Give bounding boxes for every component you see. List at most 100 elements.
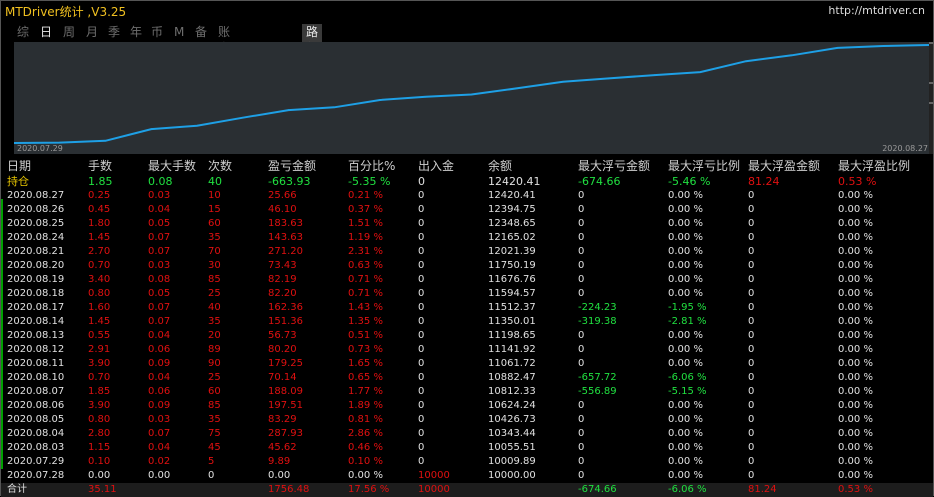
cell-pnl: 183.63 xyxy=(268,218,303,229)
cell-balance: 11198.65 xyxy=(488,330,536,341)
table-row[interactable]: 2020.08.12 2.91 0.06 89 80.20 0.73 % 0 11141.92… xyxy=(1,343,933,357)
cell-percent: 2.31 % xyxy=(348,246,383,257)
equity-point-2020.07.28 xyxy=(13,142,15,144)
cell-max-float-profit-pct: 0.00 % xyxy=(838,428,873,439)
cell-max-lots: 0.08 xyxy=(148,274,171,285)
cell-pnl: 162.36 xyxy=(268,302,303,313)
equity-point-2020.08.04 xyxy=(150,128,153,130)
cell-date: 2020.08.13 xyxy=(7,330,65,341)
table-row[interactable]: 2020.08.25 1.80 0.05 60 183.63 1.51 % 0 12348.6… xyxy=(1,217,933,231)
cell-pnl: 83.29 xyxy=(268,414,297,425)
equity-point-2020.08.21 xyxy=(745,60,747,62)
table-row[interactable]: 2020.08.13 0.55 0.04 20 56.73 0.51 % 0 11198.65… xyxy=(1,329,933,343)
table-row[interactable]: 2020.08.14 1.45 0.07 35 151.36 1.35 % 0 11350.0… xyxy=(1,315,933,329)
table-row[interactable]: 2020.08.04 2.80 0.07 75 287.93 2.86 % 0 10343.4… xyxy=(1,427,933,441)
cell-max-lots: 0.07 xyxy=(148,428,171,439)
table-row[interactable]: 2020.07.29 0.10 0.02 5 9.89 0.10 % 0 10009.89 0 0… xyxy=(1,455,933,469)
header-max-float-profit-pct[interactable]: 最大浮盈比例 xyxy=(838,159,911,173)
table-row[interactable]: 2020.08.11 3.90 0.09 90 179.25 1.65 % 0 11061.7… xyxy=(1,357,933,371)
cell-count: 25 xyxy=(208,288,221,299)
header-pnl[interactable]: 盈亏金额 xyxy=(268,159,317,173)
table-row[interactable]: 2020.08.20 0.70 0.03 30 73.43 0.63 % 0 11750.19… xyxy=(1,259,933,273)
website-link[interactable]: http://mtdriver.cn xyxy=(828,4,925,17)
cell-date: 2020.08.03 xyxy=(7,442,65,453)
table-row[interactable]: 2020.08.06 3.90 0.09 85 197.51 1.89 % 0 10624.2… xyxy=(1,399,933,413)
table-row[interactable]: 2020.08.18 0.80 0.05 25 82.20 0.71 % 0 11594.57… xyxy=(1,287,933,301)
cell-deposit: 0 xyxy=(418,246,425,257)
tab-year[interactable]: 年 xyxy=(130,25,143,39)
table-row[interactable]: 2020.07.28 0.00 0.00 0 0.00 0.00 % 10000 10000.… xyxy=(1,469,933,483)
cell-count: 90 xyxy=(208,358,221,369)
cell-balance: 12420.41 xyxy=(488,190,536,201)
cell-pnl: 287.93 xyxy=(268,428,303,439)
tab-symbol[interactable]: 币 xyxy=(151,25,164,39)
cell-pnl: 73.43 xyxy=(268,260,297,271)
header-max-float-loss[interactable]: 最大浮亏金额 xyxy=(578,159,651,173)
table-row[interactable]: 2020.08.03 1.15 0.04 45 45.62 0.46 % 0 10055.51… xyxy=(1,441,933,455)
cell-lots: 3.90 xyxy=(88,400,111,411)
equity-point-2020.08.18 xyxy=(608,77,610,80)
cell-max-lots: 0.06 xyxy=(148,386,171,397)
header-max-float-profit[interactable]: 最大浮盈金额 xyxy=(748,159,821,173)
header-count[interactable]: 次数 xyxy=(208,159,233,173)
header-lots[interactable]: 手数 xyxy=(88,159,113,173)
equity-point-2020.08.14 xyxy=(516,87,519,90)
header-date[interactable]: 日期 xyxy=(7,159,32,173)
header-balance[interactable]: 余额 xyxy=(488,159,513,173)
cell-date: 2020.08.20 xyxy=(7,260,65,271)
table-row[interactable]: 2020.08.05 0.80 0.03 35 83.29 0.81 % 0 10426.73… xyxy=(1,413,933,427)
cell-percent: 0.71 % xyxy=(348,274,383,285)
cell-max-float-profit-pct: 0.00 % xyxy=(838,400,873,411)
cell-pnl: 197.51 xyxy=(268,400,303,411)
table-row[interactable]: 2020.08.19 3.40 0.08 85 82.19 0.71 % 0 11676.76… xyxy=(1,273,933,287)
tab-magic[interactable]: M xyxy=(174,25,185,39)
header-deposit[interactable]: 出入金 xyxy=(418,159,455,173)
tab-quarter[interactable]: 季 xyxy=(108,25,121,39)
cell-max-float-profit: 0 xyxy=(748,246,755,257)
cell-date: 2020.08.21 xyxy=(7,246,65,257)
equity-point-2020.07.29 xyxy=(59,141,61,144)
cell-deposit: 0 xyxy=(418,414,425,425)
tab-week[interactable]: 周 xyxy=(63,25,76,39)
header-max-float-loss-pct[interactable]: 最大浮亏比例 xyxy=(668,159,741,173)
x-start-label: 2020.07.29 xyxy=(17,144,63,153)
cell-pnl: 46.10 xyxy=(268,204,297,215)
cell-max-lots: 0.02 xyxy=(148,456,171,467)
holding-row[interactable]: 持仓 1.85 0.08 40 -663.93 -5.35 % 0 12420.41 -674.… xyxy=(1,174,933,189)
cell-max-float-profit: 0 xyxy=(748,190,755,201)
header-percent[interactable]: 百分比% xyxy=(348,159,396,173)
cell-max-float-loss: -674.66 xyxy=(578,175,621,188)
cell-deposit: 0 xyxy=(418,344,425,355)
header-max-lots[interactable]: 最大手数 xyxy=(148,159,197,173)
cell-lots: 2.80 xyxy=(88,428,111,439)
table-row[interactable]: 2020.08.26 0.45 0.04 15 46.10 0.37 % 0 12394.75… xyxy=(1,203,933,217)
chart-resize-handle[interactable] xyxy=(929,42,933,154)
equity-point-2020.08.17 xyxy=(562,81,564,83)
cell-max-float-profit: 0 xyxy=(748,470,755,481)
cell-deposit: 0 xyxy=(418,386,425,397)
table-row[interactable]: 2020.08.21 2.70 0.07 70 271.20 2.31 % 0 12021.3… xyxy=(1,245,933,259)
tab-day[interactable]: 日 xyxy=(40,25,53,39)
table-row[interactable]: 2020.08.24 1.45 0.07 35 143.63 1.19 % 0 12165.0… xyxy=(1,231,933,245)
equity-point-2020.08.12 xyxy=(425,96,427,98)
cell-max-float-loss: 0 xyxy=(578,414,585,425)
table-row[interactable]: 2020.08.17 1.60 0.07 40 162.36 1.43 % 0 11512.3… xyxy=(1,301,933,315)
tab-note[interactable]: 备 xyxy=(195,25,208,39)
table-row[interactable]: 2020.08.10 0.70 0.04 25 70.14 0.65 % 0 10882.47… xyxy=(1,371,933,385)
table-row[interactable]: 2020.08.07 1.85 0.06 60 188.09 1.77 % 0 10812.3… xyxy=(1,385,933,399)
cell-lots: 2.91 xyxy=(88,344,111,355)
cell-date: 2020.08.11 xyxy=(7,358,65,369)
cell-lots: 1.15 xyxy=(88,442,111,453)
cell-date: 合计 xyxy=(7,484,27,495)
cell-max-float-loss: -556.89 xyxy=(578,386,617,397)
cell-balance: 12165.02 xyxy=(488,232,536,243)
tab-summary[interactable]: 综 xyxy=(17,25,30,39)
tab-month[interactable]: 月 xyxy=(86,25,99,39)
cell-deposit: 0 xyxy=(418,358,425,369)
cell-percent: 1.89 % xyxy=(348,400,383,411)
cell-pnl: 0.00 xyxy=(268,470,291,481)
table-row[interactable]: 2020.08.27 0.25 0.03 10 25.66 0.21 % 0 12420.41… xyxy=(1,189,933,203)
cell-date: 2020.08.26 xyxy=(7,204,65,215)
cell-balance: 10055.51 xyxy=(488,442,536,453)
cell-max-float-profit: 0 xyxy=(748,386,755,397)
